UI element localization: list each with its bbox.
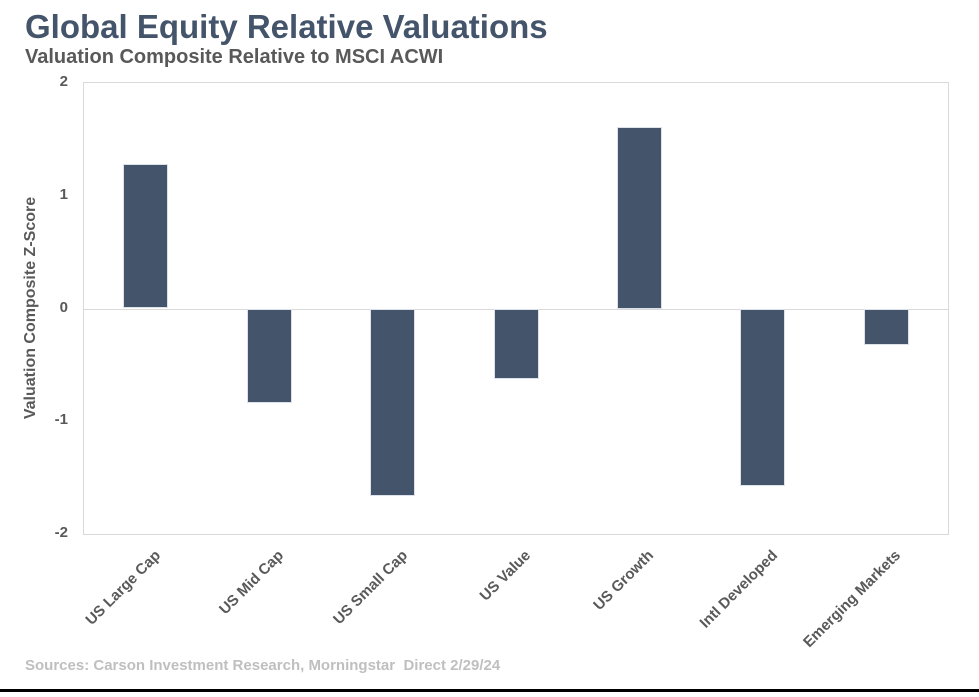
bar-intl-developed <box>740 309 785 486</box>
x-label-emerging-markets: Emerging Markets <box>800 547 905 651</box>
bar-us-growth <box>617 127 662 309</box>
bar-us-small-cap <box>370 309 415 496</box>
y-tick-label: 0 <box>59 299 68 316</box>
bar-us-mid-cap <box>247 309 292 403</box>
y-tick-label: 1 <box>59 186 68 203</box>
x-label-us-growth: US Growth <box>590 547 658 614</box>
bar-us-large-cap <box>123 164 168 308</box>
source-note: Sources: Carson Investment Research, Mor… <box>25 657 501 674</box>
plot-area <box>83 82 949 535</box>
chart-subtitle: Valuation Composite Relative to MSCI ACW… <box>25 46 444 68</box>
bar-us-value <box>494 309 539 379</box>
chart-title: Global Equity Relative Valuations <box>25 8 548 45</box>
bar-emerging-markets <box>864 309 909 345</box>
bottom-divider <box>0 689 979 692</box>
y-tick-label: -2 <box>54 524 68 541</box>
x-label-intl-developed: Intl Developed <box>696 547 782 632</box>
y-tick-label: 2 <box>59 73 68 90</box>
y-tick-label: -1 <box>54 411 68 428</box>
